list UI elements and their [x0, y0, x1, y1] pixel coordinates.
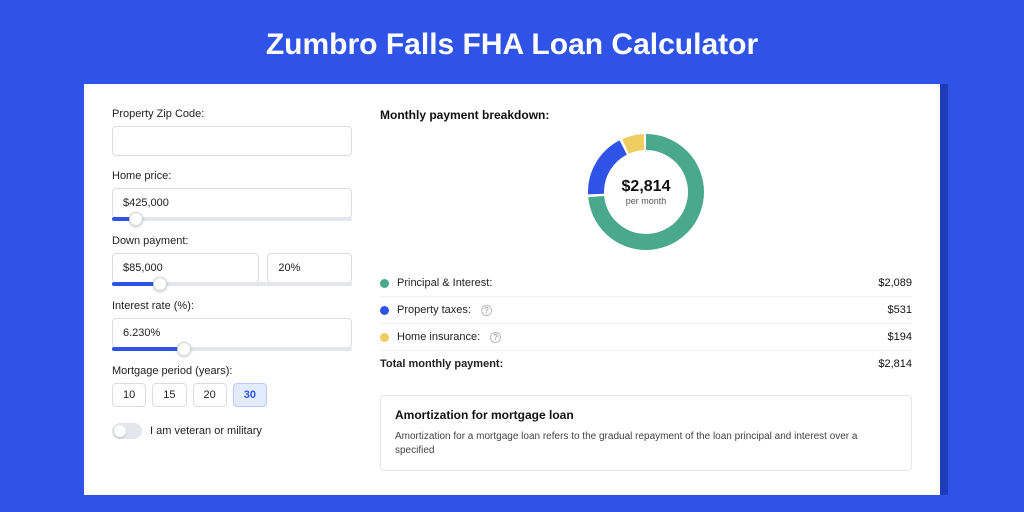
amortization-title: Amortization for mortgage loan	[395, 408, 897, 422]
legend-value: $2,089	[878, 277, 912, 289]
donut-sub: per month	[626, 196, 667, 206]
donut-amount: $2,814	[622, 178, 671, 196]
period-btn-15[interactable]: 15	[152, 383, 186, 407]
period-buttons: 1015 2030	[112, 383, 352, 407]
mortgage-period-field: Mortgage period (years): 1015 2030	[112, 365, 352, 407]
legend-label: Principal & Interest:	[397, 277, 492, 289]
interest-rate-label: Interest rate (%):	[112, 300, 352, 312]
form-column: Property Zip Code: Home price: Down paym…	[112, 108, 352, 471]
home-price-slider[interactable]	[112, 217, 352, 221]
legend-value: $194	[888, 331, 912, 343]
amortization-text: Amortization for a mortgage loan refers …	[395, 430, 897, 458]
legend-label: Property taxes:	[397, 304, 471, 316]
donut-chart: $2,814 per month	[380, 132, 912, 252]
legend-dot	[380, 279, 389, 288]
total-value: $2,814	[878, 358, 912, 370]
info-icon[interactable]: ?	[481, 305, 492, 316]
legend-label: Home insurance:	[397, 331, 480, 343]
veteran-toggle[interactable]	[112, 423, 142, 439]
legend-value: $531	[888, 304, 912, 316]
amortization-box: Amortization for mortgage loan Amortizat…	[380, 395, 912, 471]
zip-label: Property Zip Code:	[112, 108, 352, 120]
zip-field: Property Zip Code:	[112, 108, 352, 156]
down-payment-slider-thumb[interactable]	[153, 277, 167, 291]
down-payment-slider[interactable]	[112, 282, 352, 286]
home-price-field: Home price:	[112, 170, 352, 221]
total-row: Total monthly payment: $2,814	[380, 351, 912, 377]
legend-row: Principal & Interest: $2,089	[380, 270, 912, 297]
period-btn-10[interactable]: 10	[112, 383, 146, 407]
down-payment-amount-input[interactable]	[112, 253, 259, 283]
period-btn-20[interactable]: 20	[193, 383, 227, 407]
breakdown-title: Monthly payment breakdown:	[380, 108, 912, 122]
period-btn-30[interactable]: 30	[233, 383, 267, 407]
legend: Principal & Interest: $2,089 Property taxe…	[380, 270, 912, 351]
mortgage-period-label: Mortgage period (years):	[112, 365, 352, 377]
interest-rate-field: Interest rate (%):	[112, 300, 352, 351]
home-price-label: Home price:	[112, 170, 352, 182]
interest-rate-slider[interactable]	[112, 347, 352, 351]
down-payment-percent-input[interactable]	[267, 253, 352, 283]
interest-rate-slider-thumb[interactable]	[177, 342, 191, 356]
down-payment-label: Down payment:	[112, 235, 352, 247]
down-payment-field: Down payment:	[112, 235, 352, 286]
legend-dot	[380, 306, 389, 315]
home-price-slider-thumb[interactable]	[129, 212, 143, 226]
calculator-panel: Property Zip Code: Home price: Down paym…	[84, 84, 940, 495]
interest-rate-slider-fill	[112, 347, 184, 351]
legend-row: Home insurance:? $194	[380, 324, 912, 351]
legend-row: Property taxes:? $531	[380, 297, 912, 324]
breakdown-column: Monthly payment breakdown: $2,814 per mo…	[380, 108, 912, 471]
veteran-label: I am veteran or military	[150, 425, 262, 437]
veteran-row: I am veteran or military	[112, 423, 352, 439]
zip-input[interactable]	[112, 126, 352, 156]
home-price-input[interactable]	[112, 188, 352, 218]
donut-center: $2,814 per month	[586, 132, 706, 252]
legend-dot	[380, 333, 389, 342]
interest-rate-input[interactable]	[112, 318, 352, 348]
info-icon[interactable]: ?	[490, 332, 501, 343]
page-title: Zumbro Falls FHA Loan Calculator	[0, 0, 1024, 84]
total-label: Total monthly payment:	[380, 358, 503, 370]
